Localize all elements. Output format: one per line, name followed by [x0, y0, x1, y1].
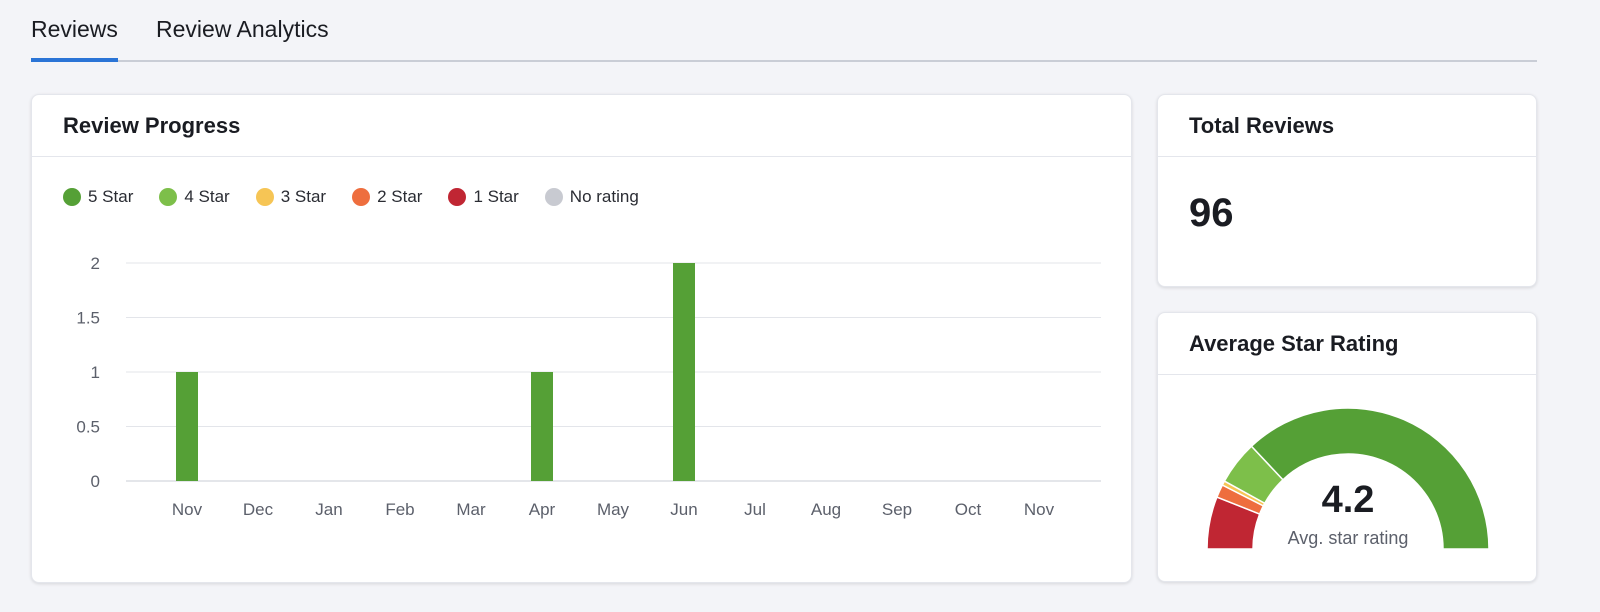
- x-tick-label: May: [597, 500, 630, 519]
- x-tick-label: Oct: [955, 500, 982, 519]
- legend-dot-icon: [544, 188, 563, 206]
- average-rating-caption: Avg. star rating: [1287, 528, 1409, 548]
- x-tick-label: Jan: [315, 500, 342, 519]
- legend-dot-icon: [352, 188, 371, 206]
- legend-item[interactable]: No rating: [544, 187, 639, 207]
- y-tick-label: 2: [91, 254, 100, 273]
- card-title: Total Reviews: [1158, 95, 1536, 157]
- total-reviews-card: Total Reviews 96: [1157, 94, 1537, 287]
- legend-label: 2 Star: [377, 187, 423, 206]
- y-tick-label: 1.5: [76, 309, 100, 328]
- legend-item[interactable]: 3 Star: [255, 187, 327, 207]
- average-rating-card: Average Star Rating 4.2 Avg. star rating: [1157, 312, 1537, 582]
- x-tick-label: Nov: [172, 500, 203, 519]
- legend-item[interactable]: 1 Star: [448, 187, 519, 207]
- bar: [673, 263, 695, 481]
- x-tick-label: Nov: [1024, 500, 1055, 519]
- y-tick-label: 0.5: [76, 418, 100, 437]
- card-title: Average Star Rating: [1158, 313, 1536, 375]
- total-reviews-value: 96: [1189, 191, 1234, 235]
- rating-gauge: [1206, 407, 1490, 550]
- bar: [176, 372, 198, 481]
- tab-review-analytics[interactable]: Review Analytics: [156, 16, 329, 42]
- legend-dot-icon: [63, 188, 81, 206]
- card-title: Review Progress: [32, 95, 1131, 157]
- legend-item[interactable]: 4 Star: [159, 187, 230, 207]
- chart-legend: 5 Star 4 Star 3 Star 2 Star 1 Star No rating: [63, 187, 639, 207]
- y-tick-label: 0: [91, 472, 100, 491]
- average-rating-value: 4.2: [1321, 479, 1375, 521]
- x-tick-label: Dec: [243, 500, 274, 519]
- legend-label: 3 Star: [280, 187, 327, 206]
- legend-label: No rating: [569, 187, 639, 206]
- gauge-segment: [1250, 407, 1490, 550]
- x-tick-label: Apr: [529, 500, 556, 519]
- legend-dot-icon: [448, 188, 467, 206]
- x-tick-label: Feb: [385, 500, 414, 519]
- legend-item[interactable]: 5 Star: [63, 187, 133, 207]
- legend-item[interactable]: 2 Star: [352, 187, 422, 207]
- legend-label: 1 Star: [473, 187, 519, 206]
- x-tick-label: Mar: [456, 500, 486, 519]
- tab-bar: Reviews Review Analytics: [31, 0, 1537, 62]
- x-tick-label: Jul: [744, 500, 766, 519]
- x-tick-label: Sep: [882, 500, 912, 519]
- legend-label: 4 Star: [184, 187, 230, 206]
- x-tick-label: Aug: [811, 500, 841, 519]
- x-tick-label: Jun: [670, 500, 697, 519]
- review-progress-chart: 0 0.5 1 1.5 2 Nov Dec Jan Feb Mar Apr May Jun Jul Aug S…: [76, 254, 1101, 519]
- tab-reviews[interactable]: Reviews: [31, 16, 118, 62]
- review-progress-card: Review Progress 5 Star 4 Star 3 Star 2 Star…: [31, 94, 1132, 583]
- legend-dot-icon: [255, 188, 274, 206]
- legend-label: 5 Star: [88, 187, 134, 206]
- bar: [531, 372, 553, 481]
- y-tick-label: 1: [91, 363, 100, 382]
- legend-dot-icon: [159, 188, 178, 206]
